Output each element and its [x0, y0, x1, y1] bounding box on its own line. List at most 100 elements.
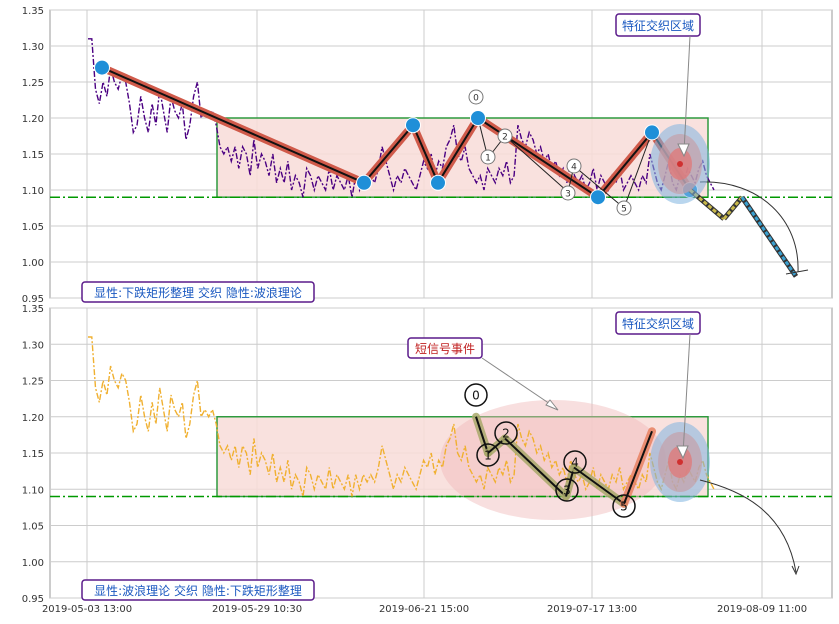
bot-y-tick-label: 1.15	[22, 449, 44, 460]
top-annotation-arrow	[683, 35, 691, 153]
top-y-tick-label: 1.30	[22, 42, 44, 53]
top-wave-label-circle	[497, 128, 513, 144]
top-subwave-segment	[573, 165, 625, 209]
bottom-panel: 1.35 1.30 1.25 1.20 1.15 1.10 1.05 1.00 0.95 0 12…	[22, 304, 833, 605]
bottom-annotation-box: 特征交织区域	[615, 311, 701, 460]
bot-y-tick-label: 1.30	[22, 340, 44, 351]
focus-center	[677, 161, 683, 167]
bottom-wave-label: 1	[484, 449, 492, 463]
top-y-tick-label: 1.35	[22, 6, 44, 17]
top-focus-zone	[650, 124, 710, 204]
top-wave-label-circle	[616, 200, 632, 216]
event-label-box: 短信号事件	[407, 337, 559, 411]
top-wave-label: 4	[571, 163, 577, 173]
top-pivot-point	[356, 174, 372, 191]
top-annotation-box: 特征交织区域	[615, 13, 701, 158]
bottom-wave-label: 5	[620, 500, 628, 514]
top-legend-frame	[81, 281, 315, 303]
top-y-tick-label: 1.00	[22, 258, 44, 269]
bot-y-tick-label: 1.10	[22, 485, 44, 496]
x-tick-label: 2019-05-29 10:30	[212, 604, 302, 615]
bottom-wave-segment-inner	[475, 416, 489, 454]
top-wave-segment-inner	[477, 117, 599, 199]
top-pivot-point	[644, 124, 660, 141]
bot-y-tick-label: 1.35	[22, 304, 44, 315]
bottom-projection-arrow	[699, 479, 797, 573]
top-y-tick-label: 1.25	[22, 78, 44, 89]
bottom-wave-labels: 0 12 34 5	[464, 383, 636, 518]
top-wave-labels: 0 1 2 3 4 5	[468, 89, 632, 216]
top-pivot-point	[590, 189, 606, 206]
bottom-wave-label-circle	[563, 450, 587, 474]
top-wave-label-circle	[566, 158, 582, 174]
top-wave-label-circle	[560, 185, 576, 201]
top-projection-tick	[785, 269, 809, 275]
top-y-tick-labels: 1.35 1.30 1.25 1.20 1.15 1.10 1.05 1.00 0.95	[22, 6, 44, 305]
x-tick-label: 2019-06-21 15:00	[379, 604, 469, 615]
bottom-wave-label-circle	[555, 478, 579, 502]
bottom-wave-label: 3	[563, 484, 571, 498]
top-pivot-point	[405, 117, 421, 134]
bottom-annotation-arrowhead	[676, 445, 689, 460]
x-tick-label: 2019-08-09 11:00	[717, 604, 807, 615]
bottom-wave-label: 4	[571, 456, 579, 470]
top-y-tick-label: 1.05	[22, 222, 44, 233]
top-legend-box: 显性:下跌矩形整理 交织 隐性:波浪理论	[81, 281, 315, 303]
top-wave-segment-inner	[597, 131, 653, 198]
bottom-price-series	[88, 336, 715, 497]
bottom-projection-arrowhead	[791, 565, 800, 576]
top-projection-segment	[740, 196, 798, 278]
bot-y-tick-label: 0.95	[22, 594, 44, 605]
focus-center	[677, 459, 683, 465]
x-tick-labels: 2019-05-03 13:00 2019-05-29 10:30 2019-06-…	[42, 604, 807, 615]
x-tick-label: 2019-07-17 13:00	[547, 604, 637, 615]
top-wave-label-circle	[468, 89, 484, 105]
top-y-tick-label: 0.95	[22, 294, 44, 305]
top-y-tick-label: 1.20	[22, 114, 44, 125]
top-wave-label-circle	[480, 149, 496, 165]
top-y-tick-label: 1.15	[22, 150, 44, 161]
top-annotation-frame	[615, 13, 701, 37]
bottom-wave-label-circle	[464, 383, 488, 407]
bottom-wave-label: 0	[472, 389, 480, 403]
top-wave-label: 3	[565, 190, 571, 200]
event-label-arrowhead	[545, 399, 559, 411]
top-wave-label: 1	[485, 154, 491, 164]
top-wave-segment-inner	[437, 117, 479, 184]
top-projection-segment	[722, 196, 744, 220]
top-wave-segment-inner	[363, 124, 414, 184]
bottom-legend-text: 显性:波浪理论 交织 隐性:下跌矩形整理	[94, 583, 302, 598]
top-pivot-points	[94, 59, 698, 206]
bot-y-tick-label: 1.20	[22, 413, 44, 424]
top-subwave-segment	[623, 131, 653, 209]
bot-y-tick-label: 1.00	[22, 558, 44, 569]
top-projection-arc	[699, 181, 799, 273]
bot-y-tick-label: 1.25	[22, 377, 44, 388]
bottom-wave-label-circle	[612, 494, 636, 518]
top-legend-text: 显性:下跌矩形整理 交织 隐性:波浪理论	[94, 285, 302, 300]
bottom-legend-box: 显性:波浪理论 交织 隐性:下跌矩形整理	[81, 579, 315, 601]
bottom-annotation-frame	[615, 311, 701, 335]
top-panel: 1.35 1.30 1.25 1.20 1.15 1.10 1.05 1.00 0.95 0 1 2…	[22, 6, 833, 305]
top-pivot-point	[470, 110, 486, 126]
bottom-y-tick-labels: 1.35 1.30 1.25 1.20 1.15 1.10 1.05 1.00 0.95	[22, 304, 44, 605]
bottom-wave-label-circle	[494, 421, 518, 445]
bottom-annotation-text: 特征交织区域	[622, 316, 694, 331]
top-wave-segment-inner	[101, 66, 365, 184]
bottom-wave-segment-inner	[573, 466, 625, 505]
x-tick-label: 2019-05-03 13:00	[42, 604, 132, 615]
event-label-text: 短信号事件	[415, 342, 475, 356]
top-pivot-point	[94, 59, 110, 76]
top-wave-segment-inner	[412, 124, 439, 184]
bottom-legend-frame	[81, 579, 315, 601]
top-subwave-segment	[504, 135, 569, 193]
bottom-wave-label: 2	[502, 427, 510, 441]
bottom-wave-segment-inner	[623, 430, 653, 505]
bottom-wave-label-circle	[476, 443, 500, 467]
top-wave-label: 2	[502, 133, 508, 143]
top-annotation-text: 特征交织区域	[622, 18, 694, 33]
top-annotation-arrowhead	[677, 143, 690, 158]
event-label-frame	[407, 337, 483, 359]
